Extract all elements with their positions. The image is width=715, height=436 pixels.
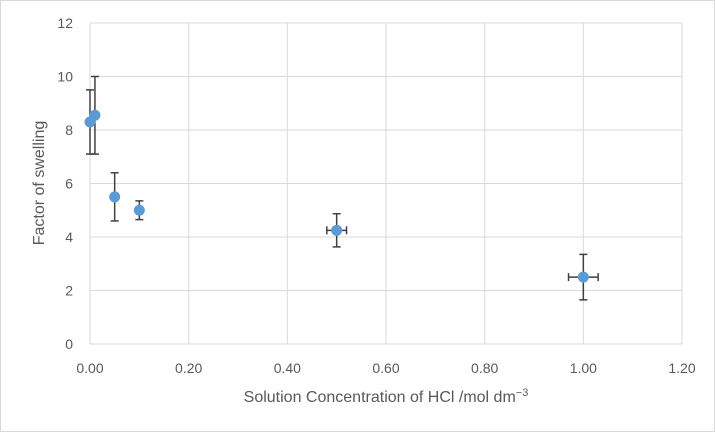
data-point [89, 109, 101, 121]
y-tick-label: 12 [57, 15, 73, 31]
data-point [331, 224, 343, 236]
x-tick-label: 0.60 [372, 360, 399, 376]
x-axis-title: Solution Concentration of HCl /mol dm−3 [244, 387, 529, 406]
x-tick-label: 1.00 [570, 360, 597, 376]
x-tick-label: 0.00 [76, 360, 103, 376]
data-point [577, 271, 589, 283]
y-axis-title: Factor of swelling [31, 121, 48, 246]
x-tick-label: 0.80 [471, 360, 498, 376]
x-tick-label: 1.20 [668, 360, 695, 376]
x-tick-label: 0.40 [274, 360, 301, 376]
y-tick-label: 8 [65, 122, 73, 138]
x-tick-labels: 0.00 0.20 0.40 0.60 0.80 1.00 1.20 [76, 360, 695, 376]
y-tick-label: 4 [65, 229, 73, 245]
data-point [109, 191, 121, 203]
data-points [84, 109, 589, 283]
y-tick-label: 2 [65, 283, 73, 299]
y-tick-label: 6 [65, 176, 73, 192]
error-bars [86, 75, 599, 301]
x-tick-label: 0.20 [175, 360, 202, 376]
gridlines [89, 22, 683, 345]
y-tick-label: 0 [65, 336, 73, 352]
y-tick-labels: 0 2 4 6 8 10 12 [57, 15, 73, 352]
data-point [133, 204, 145, 216]
y-tick-label: 10 [57, 69, 73, 85]
